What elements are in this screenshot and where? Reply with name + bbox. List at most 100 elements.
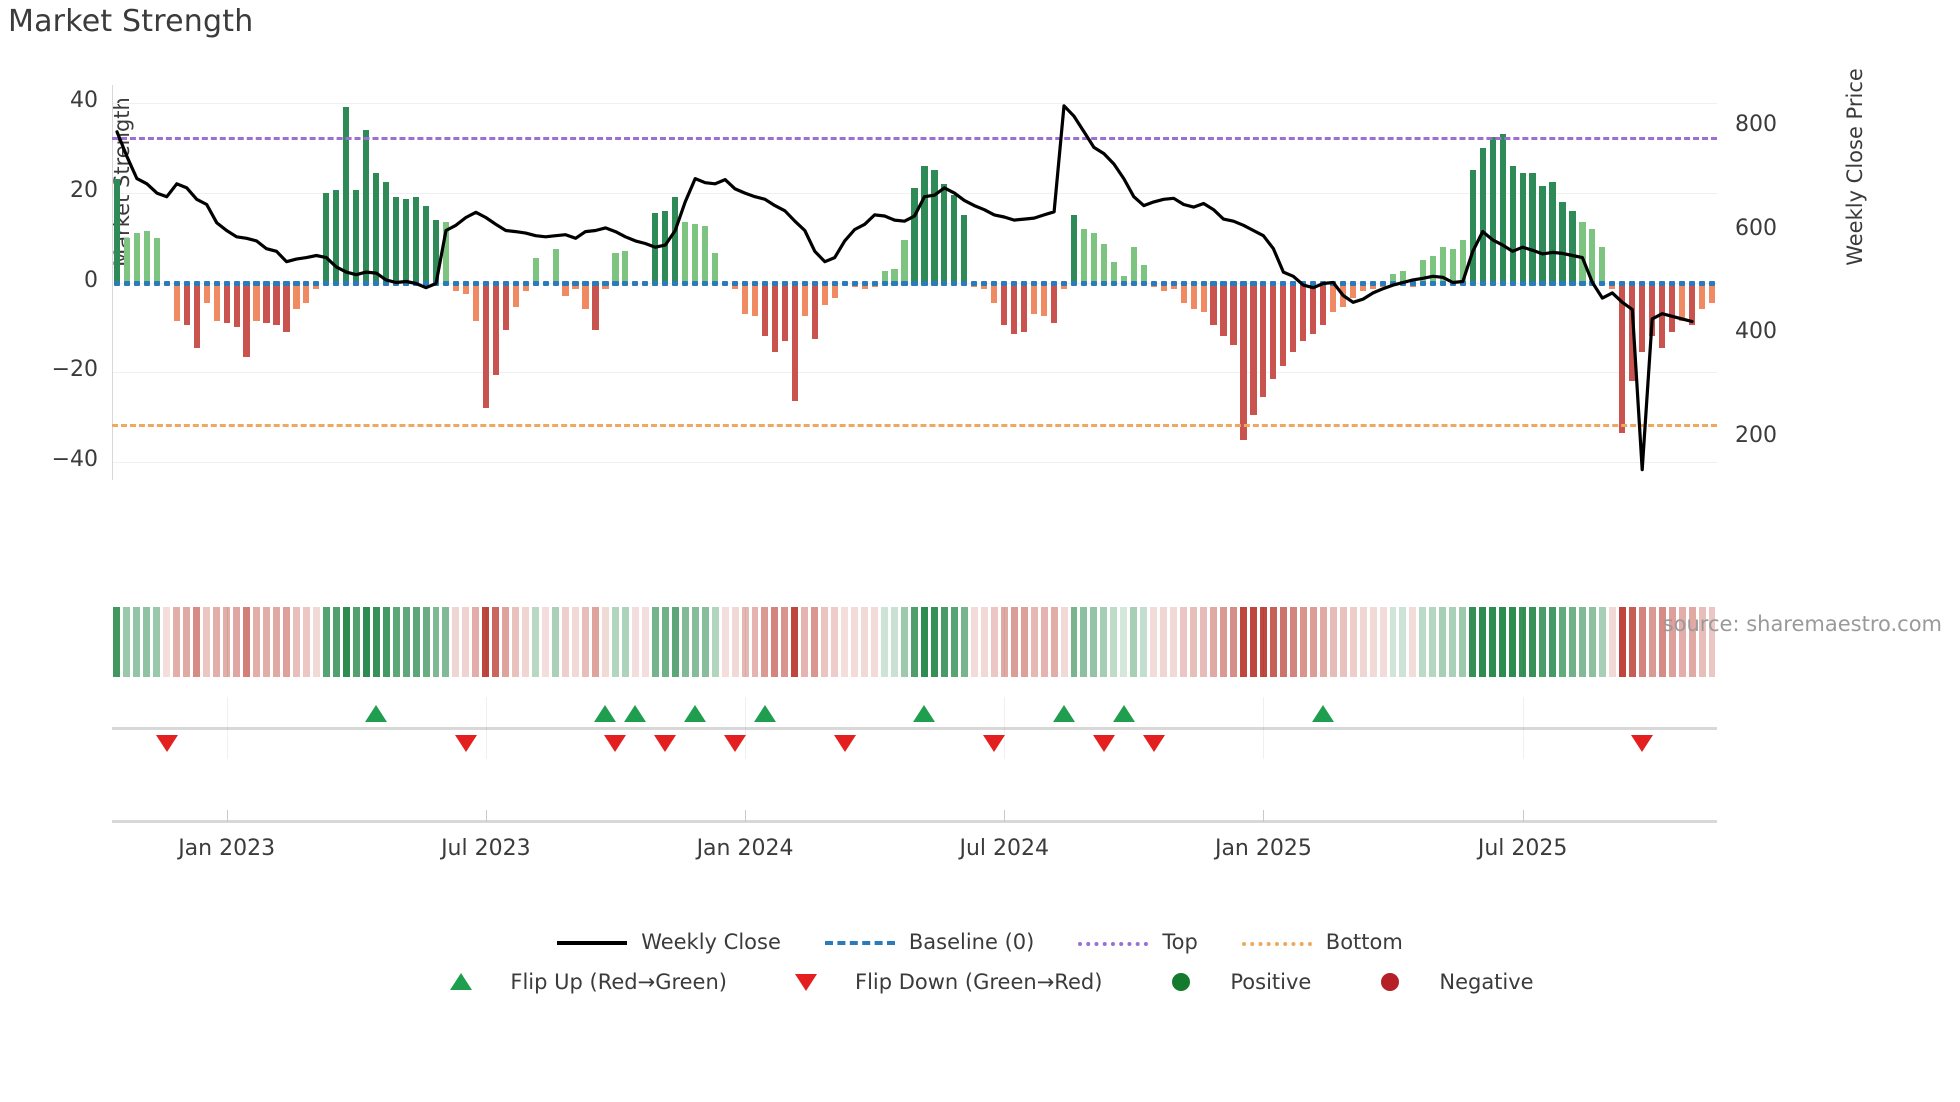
heatmap-cell	[1100, 607, 1108, 677]
heatmap-cell	[1668, 607, 1676, 677]
baseline-segment	[492, 280, 499, 286]
legend-item-top[interactable]: Top	[1078, 930, 1198, 954]
strength-bar	[532, 257, 539, 283]
legend-item-negative[interactable]: Negative	[1355, 970, 1534, 994]
legend-item-weekly-close[interactable]: Weekly Close	[557, 930, 781, 954]
strength-bar	[233, 282, 240, 328]
baseline-segment	[1060, 280, 1068, 286]
heatmap-cell	[891, 607, 899, 677]
strength-bar	[1619, 282, 1626, 433]
baseline-segment	[183, 280, 190, 286]
heatmap-cell	[741, 607, 749, 677]
heatmap-cell	[940, 607, 948, 677]
baseline-segment	[1609, 280, 1616, 286]
strength-bar	[622, 251, 629, 283]
baseline-segment	[901, 280, 908, 286]
heatmap-cell	[1220, 607, 1228, 677]
legend-item-flip-up[interactable]: Flip Up (Red→Green)	[426, 970, 727, 994]
baseline-segment	[223, 280, 230, 286]
heatmap-cell	[1509, 607, 1517, 677]
flip-down-marker	[604, 735, 627, 752]
legend-item-flip-down[interactable]: Flip Down (Green→Red)	[771, 970, 1102, 994]
strength-bar	[1120, 275, 1127, 283]
strength-bar	[183, 282, 190, 326]
baseline-segment	[1639, 280, 1646, 286]
strength-heatmap-strip	[113, 607, 1716, 677]
heatmap-cell	[661, 607, 669, 677]
strength-bar	[1698, 282, 1706, 310]
source-attribution: source: sharemaestro.com	[1662, 612, 1942, 636]
baseline-segment	[891, 280, 898, 286]
baseline-segment	[1080, 280, 1088, 286]
heatmap-cell	[1698, 607, 1706, 677]
heatmap-cell	[671, 607, 679, 677]
legend-item-baseline[interactable]: Baseline (0)	[824, 930, 1034, 954]
heatmap-cell	[960, 607, 968, 677]
strength-bar	[1080, 228, 1088, 283]
strength-bar	[1190, 282, 1197, 310]
baseline-segment	[213, 280, 220, 286]
x-axis-spine	[112, 820, 1717, 823]
legend-label: Weekly Close	[641, 930, 781, 954]
strength-bar	[731, 282, 739, 290]
heatmap-cell	[1369, 607, 1377, 677]
heatmap-cell	[302, 607, 310, 677]
strength-bar	[1649, 282, 1656, 337]
x-axis-tick-label: Jan 2024	[696, 836, 794, 861]
baseline-segment	[1110, 280, 1117, 286]
heatmap-cell	[701, 607, 709, 677]
flip-axis-line	[112, 727, 1717, 730]
baseline-segment	[283, 280, 290, 286]
panel-guide	[226, 607, 228, 677]
strength-bar	[1559, 201, 1566, 283]
baseline-segment	[353, 280, 360, 286]
baseline-segment	[1270, 280, 1277, 286]
strength-bar	[1140, 264, 1147, 283]
baseline-segment	[1150, 280, 1157, 286]
baseline-segment	[632, 280, 639, 286]
x-axis: Jan 2023 Jul 2023 Jan 2024 Jul 2024 Jan 2025…	[112, 607, 1717, 861]
baseline-segment	[1649, 280, 1656, 286]
strength-bar	[1529, 172, 1536, 283]
baseline-segment	[323, 280, 330, 286]
heatmap-cell	[831, 607, 839, 677]
baseline-segment	[1489, 280, 1496, 286]
panel-guide	[1263, 697, 1265, 759]
t-up-icon	[426, 971, 496, 993]
strength-bar	[552, 248, 559, 283]
baseline-segment	[1569, 280, 1576, 286]
baseline-segment	[702, 280, 709, 286]
baseline-segment	[233, 280, 240, 286]
heatmap-cell	[871, 607, 879, 677]
panel-guide	[226, 697, 228, 759]
strength-bar	[1449, 248, 1456, 283]
strength-bar	[353, 190, 360, 283]
heatmap-cell	[911, 607, 918, 677]
flip-up-marker	[1053, 705, 1076, 722]
heatmap-cell	[681, 607, 689, 677]
heatmap-cell	[1090, 607, 1098, 677]
heatmap-cell	[143, 607, 151, 677]
x-axis-tickmark	[485, 810, 487, 822]
strength-bar	[1330, 282, 1337, 312]
baseline-segment	[1409, 280, 1417, 286]
baseline-segment	[1549, 280, 1556, 286]
baseline-segment	[831, 280, 838, 286]
heatmap-cell	[990, 607, 998, 677]
baseline-segment	[652, 280, 659, 286]
legend-item-bottom[interactable]: Bottom	[1241, 930, 1403, 954]
dot-line-icon	[1078, 931, 1149, 953]
baseline-segment	[193, 280, 200, 286]
heatmap-cell	[821, 607, 829, 677]
heatmap-cell	[1140, 607, 1148, 677]
heatmap-cell	[1558, 607, 1566, 677]
legend-item-positive[interactable]: Positive	[1146, 970, 1311, 994]
strength-bar	[1280, 282, 1287, 366]
heatmap-cell	[1230, 607, 1237, 677]
flip-down-marker	[654, 735, 677, 752]
baseline-segment	[871, 280, 878, 286]
legend-row: Weekly Close Baseline (0) Top Bottom	[0, 930, 1960, 954]
right-axis-tick: 400	[1735, 319, 1777, 345]
x-axis-tickmark	[1004, 810, 1006, 822]
heatmap-cell	[352, 607, 360, 677]
